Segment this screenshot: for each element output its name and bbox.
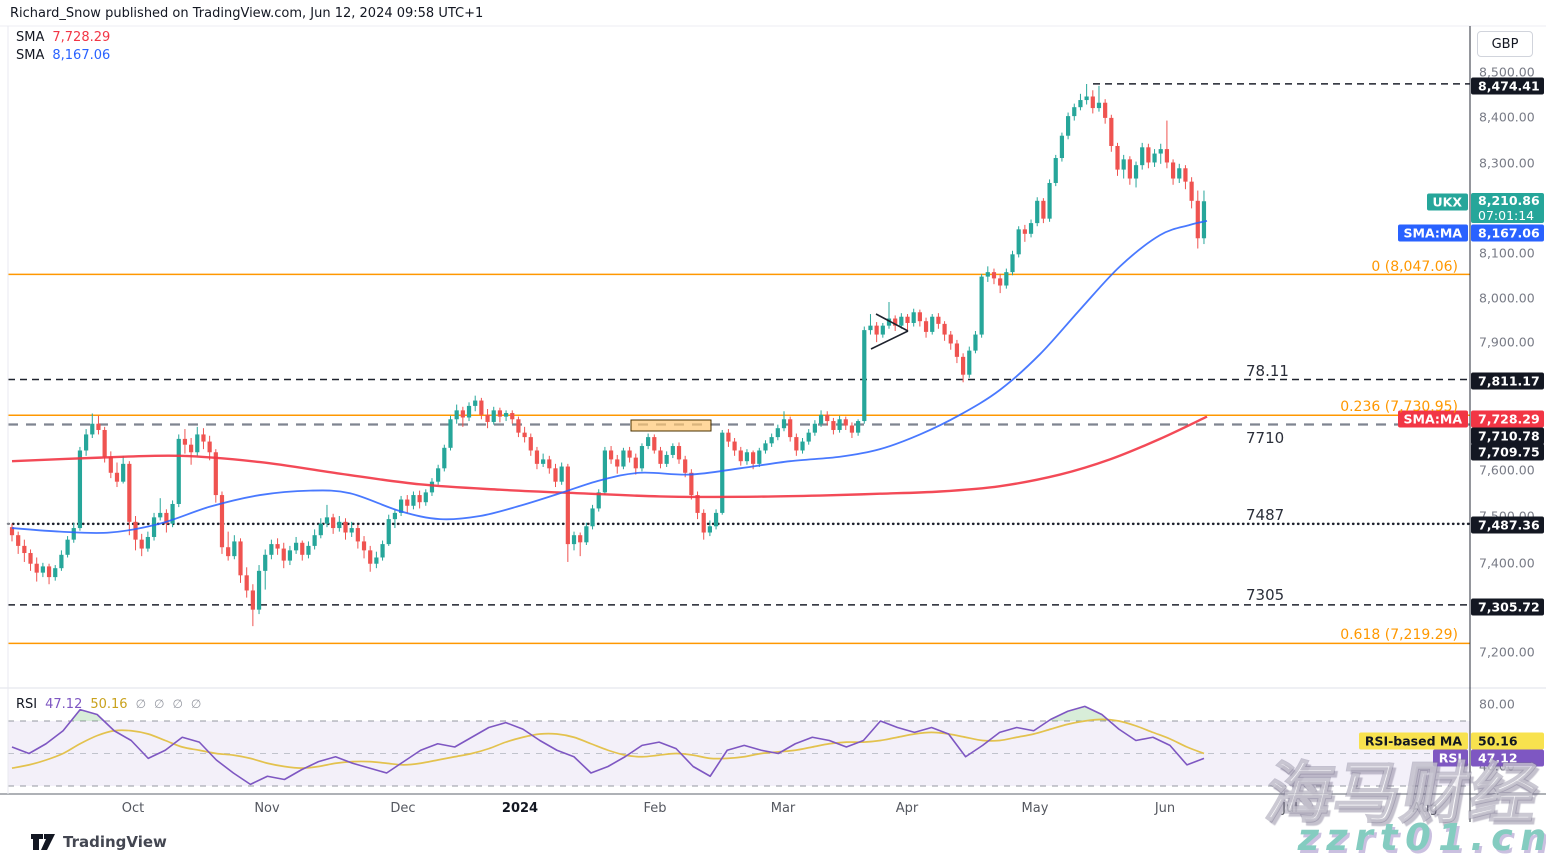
published-attribution: Richard_Snow published on TradingView.co… <box>10 6 484 21</box>
time-axis-label: Feb <box>643 801 667 816</box>
time-axis-label: May <box>1021 801 1049 816</box>
axis-price-badge: 8,167.06 <box>1471 224 1544 242</box>
axis-series-tag: RSI <box>1432 749 1468 767</box>
axis-price-badge: 7,487.36 <box>1471 516 1544 534</box>
time-axis-label: Jun <box>1154 801 1176 816</box>
time-axis-label: 2024 <box>501 801 539 816</box>
rsi-value: 47.12 <box>45 697 83 712</box>
axis-tick-label: 7,900.00 <box>1479 334 1535 350</box>
price-level-label[interactable]: 7305 <box>1246 586 1285 604</box>
axis-price-badge: 50.16 <box>1471 732 1544 750</box>
price-level-label[interactable]: 7710 <box>1246 429 1285 447</box>
sma-fast-value: 8,167.06 <box>52 48 111 63</box>
axis-tick-label: 8,500.00 <box>1479 64 1535 80</box>
axis-price-badge: 7,305.72 <box>1471 598 1544 616</box>
tradingview-logo-icon <box>31 834 55 850</box>
rsi-ma-value: 50.16 <box>90 697 128 712</box>
currency-button[interactable]: GBP <box>1477 31 1533 57</box>
axis-tick-label: 8,100.00 <box>1479 245 1535 261</box>
sma-fast-label: SMA <box>16 48 45 63</box>
axis-series-tag: SMA:MA <box>1397 224 1468 242</box>
time-axis-label: Mar <box>770 801 796 816</box>
price-level-label[interactable]: 78.11 <box>1246 362 1289 380</box>
tradingview-footer[interactable]: TradingView <box>30 831 167 853</box>
fib-level-label[interactable]: 0.618 (7,219.29) <box>1340 627 1458 643</box>
rsi-empty-slots: ∅ ∅ ∅ ∅ <box>135 697 202 711</box>
axis-series-tag: RSI-based MA <box>1358 732 1468 750</box>
price-level-label[interactable]: 7487 <box>1246 506 1285 524</box>
time-axis-label: Dec <box>390 801 416 816</box>
fib-level-label[interactable]: 0.236 (7,730.95) <box>1340 399 1458 415</box>
axis-price-badge: 7,709.75 <box>1471 443 1544 461</box>
rsi-label: RSI <box>16 697 38 712</box>
rsi-legend[interactable]: RSI 47.12 50.16 ∅ ∅ ∅ ∅ <box>16 697 217 712</box>
time-axis-label: Oct <box>121 801 145 816</box>
axis-price-badge: 8,210.86 07:01:14 <box>1471 193 1544 223</box>
time-axis-label: Nov <box>254 801 280 816</box>
axis-tick-label: 8,400.00 <box>1479 109 1535 125</box>
axis-tick-label: 8,300.00 <box>1479 155 1535 171</box>
sma-slow-legend[interactable]: SMA 7,728.29 <box>16 30 110 45</box>
axis-price-badge: 47.12 <box>1471 749 1544 767</box>
axis-price-badge: 7,710.78 <box>1471 427 1544 445</box>
time-axis-label: Jul <box>1282 801 1298 816</box>
sma-fast-legend[interactable]: SMA 8,167.06 <box>16 48 110 63</box>
fib-level-label[interactable]: 0 (8,047.06) <box>1371 259 1458 275</box>
axis-price-badge: 7,728.29 <box>1471 410 1544 428</box>
axis-series-tag: UKX <box>1426 193 1468 211</box>
axis-price-badge: 8,474.41 <box>1471 77 1544 95</box>
sma-slow-value: 7,728.29 <box>52 30 111 45</box>
axis-series-tag: SMA:MA <box>1397 410 1468 428</box>
time-axis-label: Apr <box>895 801 919 816</box>
sma-slow-label: SMA <box>16 30 45 45</box>
axis-price-badge: 7,811.17 <box>1471 372 1544 390</box>
axis-tick-label: 7,600.00 <box>1479 462 1535 478</box>
axis-tick-label: 8,000.00 <box>1479 290 1535 306</box>
time-axis-label: Aug <box>1412 801 1438 816</box>
axis-tick-label: 7,400.00 <box>1479 555 1535 571</box>
axis-tick-label: 80.00 <box>1479 696 1515 712</box>
tradingview-brand-text: TradingView <box>63 833 167 851</box>
countdown-timer: 07:01:14 <box>1478 208 1535 223</box>
axis-tick-label: 7,200.00 <box>1479 644 1535 660</box>
